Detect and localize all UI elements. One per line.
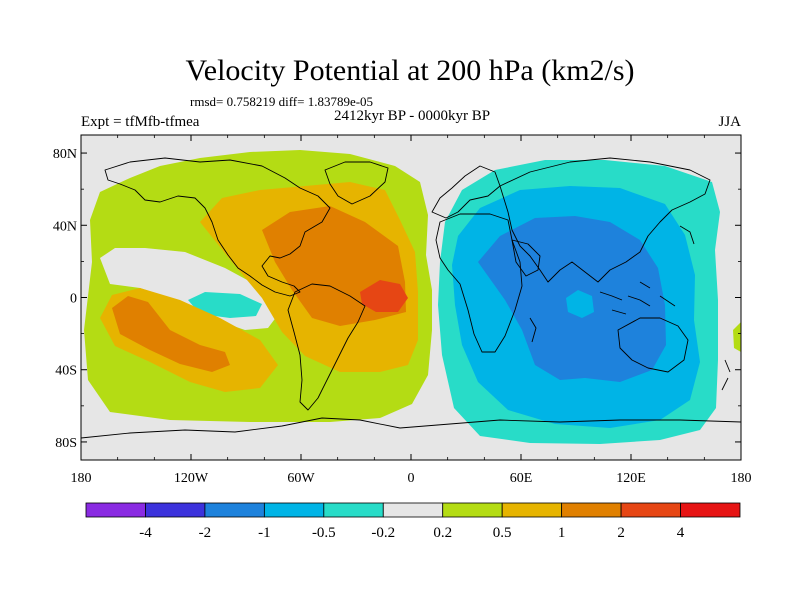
x-tick-label: 60E — [510, 471, 533, 486]
colorbar-swatch — [680, 502, 741, 518]
season-label: JJA — [718, 114, 741, 130]
colorbar-swatch — [561, 502, 622, 518]
colorbar-swatch — [323, 502, 384, 518]
colorbar-label: -0.5 — [312, 525, 336, 541]
coastlines — [81, 157, 741, 439]
contour-fill-neg-pocket — [188, 292, 262, 318]
colorbar-label: -0.2 — [371, 525, 395, 541]
colorbar-label: 0.2 — [433, 525, 452, 541]
colorbar-label: -4 — [139, 525, 152, 541]
colorbar: -4 -2 -1 -0.5 -0.2 0.2 0.5 1 2 4 — [85, 502, 741, 541]
coast-south-america — [287, 283, 366, 411]
colorbar-swatch — [620, 502, 681, 518]
x-tick-label: 180 — [71, 471, 92, 486]
coast-north-america — [104, 157, 331, 297]
x-axis: 180 120W 60W 0 60E 120E 180 — [71, 135, 752, 486]
stats-text: rmsd= 0.758219 diff= 1.83789e-05 — [190, 94, 373, 109]
colorbar-label: 4 — [677, 525, 685, 541]
coast-africa — [435, 213, 523, 353]
colorbar-label: -2 — [199, 525, 212, 541]
colorbar-swatch — [382, 502, 444, 518]
coast-new-zealand — [721, 359, 731, 391]
colorbar-swatch — [85, 502, 146, 518]
x-tick-label: 120E — [616, 471, 646, 486]
experiment-label: Expt = tfMfb-tfmea — [81, 114, 200, 130]
y-axis: 80N 40N 0 40S 80S — [53, 147, 741, 451]
y-tick-label: 80N — [53, 147, 77, 162]
contour-fill-pos-edge — [733, 322, 741, 352]
x-tick-label: 60W — [287, 471, 315, 486]
coast-europe — [431, 165, 501, 219]
map-field — [81, 135, 741, 460]
x-tick-label: 180 — [731, 471, 752, 486]
map-title: Velocity Potential at 200 hPa (km2/s) — [185, 54, 634, 87]
coast-maritime-islands — [599, 281, 676, 315]
colorbar-swatch — [204, 502, 265, 518]
contour-fill-pos-1-pacific — [112, 296, 230, 372]
y-tick-label: 40N — [53, 219, 77, 234]
contour-fill-pos-2 — [360, 280, 408, 312]
contour-fill-neg-center — [566, 290, 594, 318]
period-label: 2412kyr BP - 0000kyr BP — [334, 108, 490, 124]
colorbar-label: 1 — [558, 525, 566, 541]
y-tick-label: 80S — [55, 436, 77, 451]
x-tick-label: 0 — [408, 471, 415, 486]
y-tick-label: 40S — [55, 364, 77, 379]
colorbar-swatch — [442, 502, 503, 518]
x-tick-label: 120W — [174, 471, 209, 486]
colorbar-swatch — [145, 502, 206, 518]
colorbar-label: 2 — [617, 525, 625, 541]
coast-arabia — [511, 239, 541, 277]
coast-antarctica — [81, 417, 741, 439]
colorbar-label: -1 — [258, 525, 271, 541]
coast-japan — [679, 225, 695, 245]
coast-asia — [499, 157, 711, 283]
colorbar-label: 0.5 — [493, 525, 512, 541]
coast-madagascar — [529, 317, 537, 343]
y-tick-label: 0 — [70, 292, 77, 307]
colorbar-swatch — [501, 502, 563, 518]
coast-greenland — [324, 161, 389, 205]
colorbar-swatch — [263, 502, 325, 518]
coast-australia — [617, 317, 689, 373]
